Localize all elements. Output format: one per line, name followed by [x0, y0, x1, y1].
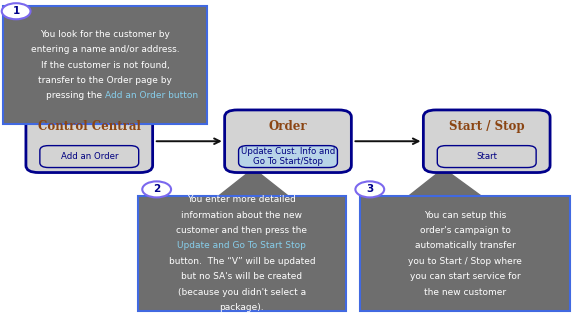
FancyBboxPatch shape [26, 110, 153, 173]
Text: information about the new: information about the new [181, 211, 302, 220]
Text: the new customer: the new customer [424, 288, 506, 297]
Text: You enter more detailed: You enter more detailed [187, 195, 297, 204]
FancyBboxPatch shape [238, 146, 338, 168]
Text: button.  The “V” will be updated: button. The “V” will be updated [169, 257, 315, 266]
Text: 3: 3 [366, 184, 373, 195]
Text: package).: package). [219, 303, 264, 312]
FancyBboxPatch shape [437, 146, 536, 168]
Text: Start: Start [476, 152, 497, 161]
Text: Add an Order: Add an Order [60, 152, 118, 161]
Text: If the customer is not found,: If the customer is not found, [41, 60, 169, 70]
Text: transfer to the Order page by: transfer to the Order page by [38, 76, 172, 85]
Text: Order: Order [268, 120, 308, 133]
Circle shape [355, 181, 384, 197]
Polygon shape [219, 169, 288, 196]
Text: you to Start / Stop where: you to Start / Stop where [408, 257, 522, 266]
Polygon shape [52, 124, 89, 143]
Text: entering a name and/or address.: entering a name and/or address. [31, 45, 180, 54]
Text: 2: 2 [153, 184, 160, 195]
Text: You can setup this: You can setup this [424, 211, 506, 220]
Circle shape [142, 181, 171, 197]
Text: Start / Stop: Start / Stop [449, 120, 525, 133]
Text: automatically transfer: automatically transfer [415, 241, 516, 250]
Text: Add an Order button: Add an Order button [105, 91, 198, 100]
FancyBboxPatch shape [3, 6, 207, 124]
FancyBboxPatch shape [360, 196, 570, 311]
Text: customer and then press the: customer and then press the [176, 226, 308, 235]
FancyBboxPatch shape [423, 110, 550, 173]
FancyBboxPatch shape [138, 196, 346, 311]
Text: order's campaign to: order's campaign to [420, 226, 510, 235]
Text: Control Central: Control Central [38, 120, 141, 133]
Text: Update and Go To Start Stop: Update and Go To Start Stop [177, 241, 306, 250]
FancyBboxPatch shape [40, 146, 139, 168]
Text: Update Cust. Info and
Go To Start/Stop: Update Cust. Info and Go To Start/Stop [241, 147, 335, 167]
Text: You look for the customer by: You look for the customer by [40, 30, 170, 39]
Circle shape [2, 3, 31, 19]
Text: but no SA's will be created: but no SA's will be created [181, 272, 302, 281]
Text: (because you didn't select a: (because you didn't select a [178, 288, 306, 297]
Text: you can start service for: you can start service for [410, 272, 521, 281]
Text: 1: 1 [13, 6, 20, 16]
Polygon shape [409, 169, 481, 196]
FancyBboxPatch shape [225, 110, 351, 173]
Text: pressing the: pressing the [46, 91, 105, 100]
